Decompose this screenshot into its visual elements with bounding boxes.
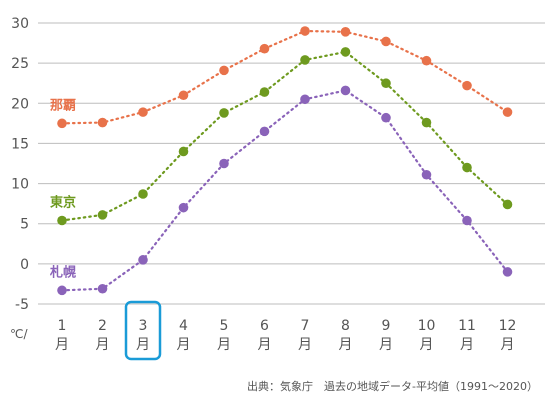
x-tick-label: 4月 <box>177 318 191 353</box>
x-tick-unit: 月 <box>136 337 150 353</box>
data-point <box>138 107 148 117</box>
series-line <box>60 50 509 222</box>
data-point <box>462 215 472 226</box>
x-tick-label: 1月 <box>55 318 69 353</box>
x-tick-label: 6月 <box>258 318 272 353</box>
data-point <box>502 267 513 277</box>
x-tick-unit: 月 <box>217 337 231 353</box>
y-tick-label: 10 <box>11 177 29 193</box>
series-line <box>60 29 509 125</box>
data-point <box>178 146 189 157</box>
data-point <box>502 107 513 117</box>
x-tick-label: 2月 <box>96 318 110 353</box>
x-tick-number: 8 <box>341 318 350 334</box>
y-tick-label: 30 <box>11 16 29 32</box>
data-point <box>138 255 148 265</box>
x-tick-unit: 月 <box>379 337 393 353</box>
x-tick-unit: 月 <box>420 337 434 353</box>
data-point <box>219 158 229 169</box>
y-axis-unit-label: ℃/ <box>10 327 28 341</box>
series-name-label: 那覇 <box>50 98 76 113</box>
x-tick-label: 12 月 <box>499 318 517 353</box>
y-axis-ticks: -5 0 5 10 15 20 25 30 <box>11 16 29 313</box>
series-0 <box>57 26 513 129</box>
data-point <box>57 215 67 226</box>
x-tick-number: 9 <box>382 318 391 334</box>
data-point <box>138 189 148 199</box>
y-tick-label: 0 <box>20 257 29 273</box>
data-point <box>300 26 310 36</box>
x-tick-label: 5月 <box>217 318 231 353</box>
data-point <box>300 94 310 105</box>
highlighted-month-box <box>124 300 162 361</box>
series-name-label: 東京 <box>50 195 76 211</box>
data-point <box>462 162 472 173</box>
data-point <box>462 80 472 91</box>
data-point <box>421 117 432 128</box>
data-point <box>219 108 229 118</box>
x-tick-number: 7 <box>301 318 310 334</box>
x-tick-label: 11 月 <box>458 318 476 353</box>
series-2 <box>57 85 513 296</box>
data-point <box>340 85 351 96</box>
x-tick-number: 12 <box>499 318 517 334</box>
data-point <box>97 117 108 128</box>
series-name-label: 札幌 <box>49 264 76 280</box>
data-point <box>340 47 351 57</box>
data-point <box>219 65 229 76</box>
x-tick-unit: 月 <box>460 337 474 353</box>
data-point <box>502 199 513 210</box>
source-note: 出典：気象庁 過去の地域データ-平均値（1991〜2020） <box>247 379 538 393</box>
series-1 <box>57 47 513 226</box>
y-tick-label: 5 <box>20 217 29 233</box>
data-point <box>381 36 391 47</box>
series-line <box>60 89 509 292</box>
data-point <box>259 87 270 97</box>
data-point <box>57 118 67 129</box>
x-tick-label: 9月 <box>379 318 393 353</box>
data-point <box>340 27 351 37</box>
x-tick-unit: 月 <box>177 337 191 353</box>
x-tick-unit: 月 <box>55 337 69 353</box>
data-point <box>178 202 189 213</box>
data-point <box>300 55 310 65</box>
data-point <box>421 169 432 180</box>
x-tick-number: 6 <box>260 318 269 334</box>
y-tick-label: 15 <box>11 136 29 152</box>
x-tick-number: 4 <box>179 318 188 334</box>
x-tick-number: 10 <box>418 318 436 334</box>
gridlines <box>38 22 545 305</box>
data-point <box>97 283 108 294</box>
x-tick-label: 7月 <box>298 318 312 353</box>
data-point <box>381 78 391 89</box>
data-point <box>259 43 270 54</box>
data-point <box>259 126 270 137</box>
x-tick-label: 3月 <box>136 318 150 353</box>
data-point <box>57 285 67 296</box>
x-tick-number: 3 <box>139 318 148 334</box>
data-point <box>97 210 108 220</box>
y-tick-label: 20 <box>11 96 29 112</box>
y-tick-label: 25 <box>11 56 29 72</box>
x-tick-number: 2 <box>98 318 107 334</box>
x-tick-unit: 月 <box>96 337 110 353</box>
x-tick-number: 11 <box>458 318 476 334</box>
x-tick-unit: 月 <box>501 337 515 353</box>
x-tick-unit: 月 <box>298 337 312 353</box>
data-point <box>421 55 432 66</box>
x-tick-unit: 月 <box>339 337 353 353</box>
x-tick-unit: 月 <box>258 337 272 353</box>
x-tick-label: 8月 <box>339 318 353 353</box>
x-tick-label: 10 月 <box>418 318 436 353</box>
series-group <box>57 26 513 296</box>
data-point <box>381 112 391 123</box>
y-tick-label: -5 <box>15 297 29 313</box>
x-tick-number: 5 <box>220 318 229 334</box>
x-tick-number: 1 <box>58 318 67 334</box>
data-point <box>178 90 189 101</box>
